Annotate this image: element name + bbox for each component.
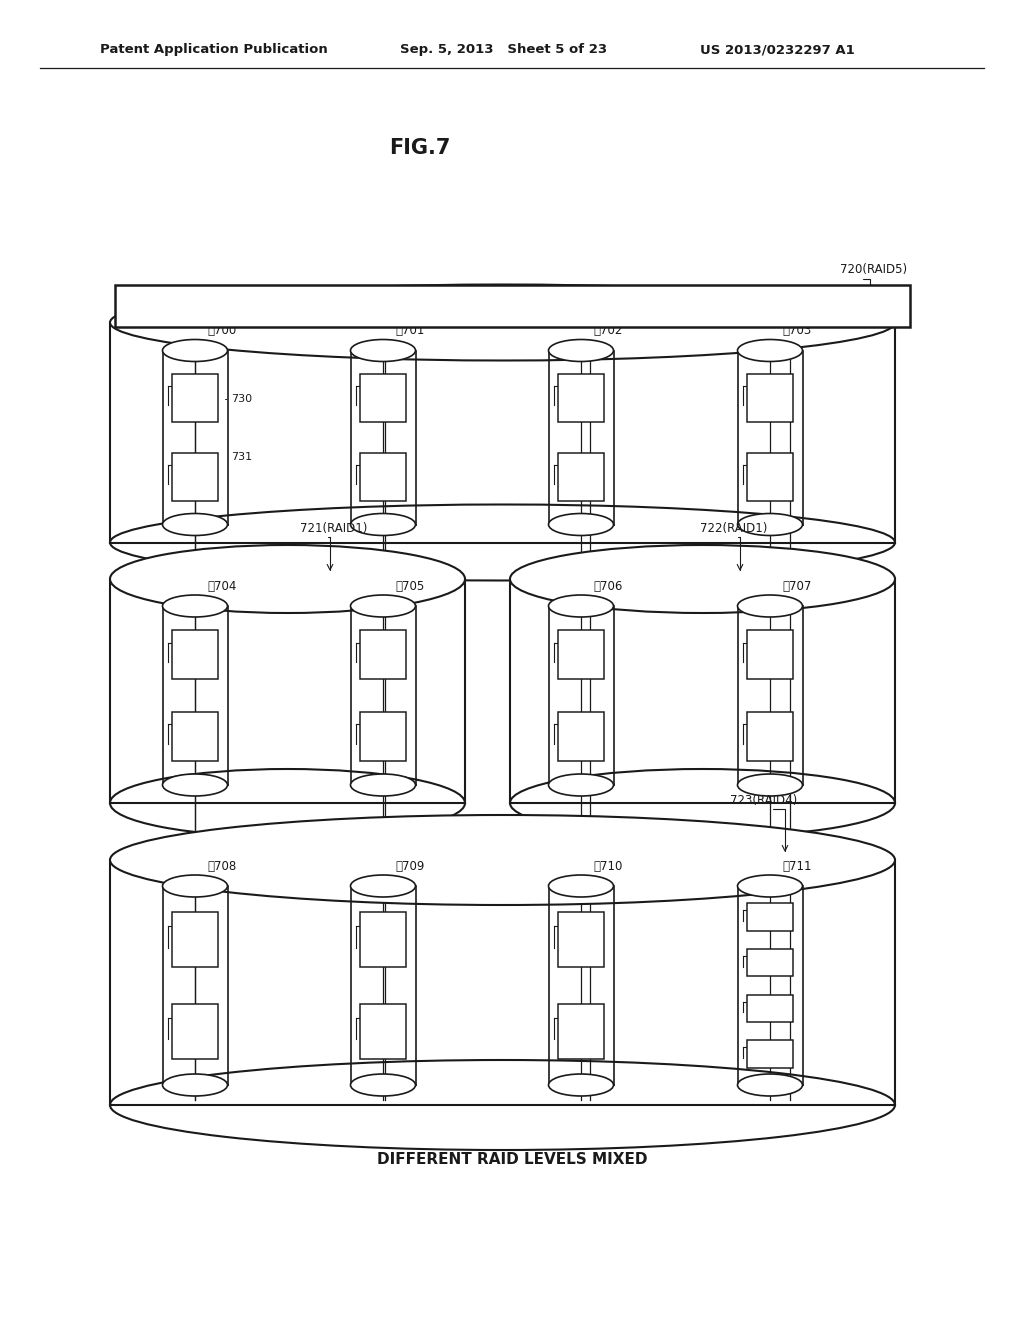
Ellipse shape xyxy=(350,875,416,898)
Ellipse shape xyxy=(737,1074,803,1096)
Ellipse shape xyxy=(163,595,227,616)
Text: 723(RAID4): 723(RAID4) xyxy=(730,795,798,807)
Text: ⸏707: ⸏707 xyxy=(782,579,811,593)
Text: ⸏705: ⸏705 xyxy=(395,579,424,593)
Bar xyxy=(558,912,604,968)
Bar xyxy=(115,285,910,327)
Bar xyxy=(558,630,604,680)
Text: US 2013/0232297 A1: US 2013/0232297 A1 xyxy=(700,44,855,57)
Bar xyxy=(558,375,604,421)
Ellipse shape xyxy=(737,774,803,796)
Text: ⸏703: ⸏703 xyxy=(782,325,811,338)
Text: FIG.7: FIG.7 xyxy=(389,139,451,158)
Text: Patent Application Publication: Patent Application Publication xyxy=(100,44,328,57)
Text: ⸏700: ⸏700 xyxy=(207,325,237,338)
Text: 720(RAID5): 720(RAID5) xyxy=(840,264,907,276)
Ellipse shape xyxy=(510,545,895,612)
Ellipse shape xyxy=(350,595,416,616)
Bar xyxy=(359,711,407,760)
Ellipse shape xyxy=(737,595,803,616)
Ellipse shape xyxy=(549,774,613,796)
Text: DIFFERENT RAID LEVELS MIXED: DIFFERENT RAID LEVELS MIXED xyxy=(377,1152,647,1167)
Ellipse shape xyxy=(350,774,416,796)
Bar xyxy=(359,453,407,500)
Text: ⸏701: ⸏701 xyxy=(395,325,424,338)
Bar xyxy=(746,711,794,760)
Bar xyxy=(746,1040,794,1068)
Bar xyxy=(359,912,407,968)
Text: Sep. 5, 2013   Sheet 5 of 23: Sep. 5, 2013 Sheet 5 of 23 xyxy=(400,44,607,57)
Ellipse shape xyxy=(163,875,227,898)
Ellipse shape xyxy=(110,814,895,906)
Bar xyxy=(172,912,218,968)
Ellipse shape xyxy=(163,1074,227,1096)
Bar xyxy=(172,630,218,680)
Ellipse shape xyxy=(110,285,895,360)
Text: 730: 730 xyxy=(231,395,253,404)
Text: ⸏711: ⸏711 xyxy=(782,861,811,873)
Ellipse shape xyxy=(350,513,416,536)
Ellipse shape xyxy=(549,875,613,898)
Text: ⸏702: ⸏702 xyxy=(593,325,623,338)
Bar xyxy=(746,375,794,421)
Bar xyxy=(558,711,604,760)
Bar xyxy=(359,1003,407,1059)
Text: ⸏706: ⸏706 xyxy=(593,579,623,593)
Bar xyxy=(558,1003,604,1059)
Bar xyxy=(359,375,407,421)
Text: 721(RAID1): 721(RAID1) xyxy=(300,521,368,535)
Text: ⸏704: ⸏704 xyxy=(207,579,237,593)
Ellipse shape xyxy=(549,339,613,362)
Ellipse shape xyxy=(163,513,227,536)
Text: ⸏709: ⸏709 xyxy=(395,861,424,873)
Ellipse shape xyxy=(737,875,803,898)
Ellipse shape xyxy=(549,1074,613,1096)
Bar xyxy=(558,453,604,500)
Text: SC STORAGE CONTROLLER: SC STORAGE CONTROLLER xyxy=(400,297,625,315)
Bar xyxy=(746,630,794,680)
Ellipse shape xyxy=(549,513,613,536)
Bar xyxy=(172,711,218,760)
Bar xyxy=(359,630,407,680)
Ellipse shape xyxy=(549,595,613,616)
Bar xyxy=(746,995,794,1022)
Bar xyxy=(746,453,794,500)
Ellipse shape xyxy=(163,774,227,796)
Bar xyxy=(746,949,794,977)
Bar xyxy=(172,453,218,500)
Text: 722(RAID1): 722(RAID1) xyxy=(700,521,767,535)
Ellipse shape xyxy=(350,1074,416,1096)
Ellipse shape xyxy=(110,545,465,612)
Bar xyxy=(746,903,794,931)
Ellipse shape xyxy=(737,339,803,362)
Ellipse shape xyxy=(350,339,416,362)
Text: 731: 731 xyxy=(231,453,253,462)
Bar xyxy=(172,1003,218,1059)
Bar xyxy=(172,375,218,421)
Text: ⸏708: ⸏708 xyxy=(207,861,237,873)
Text: ⸏710: ⸏710 xyxy=(593,861,623,873)
Ellipse shape xyxy=(737,513,803,536)
Ellipse shape xyxy=(163,339,227,362)
